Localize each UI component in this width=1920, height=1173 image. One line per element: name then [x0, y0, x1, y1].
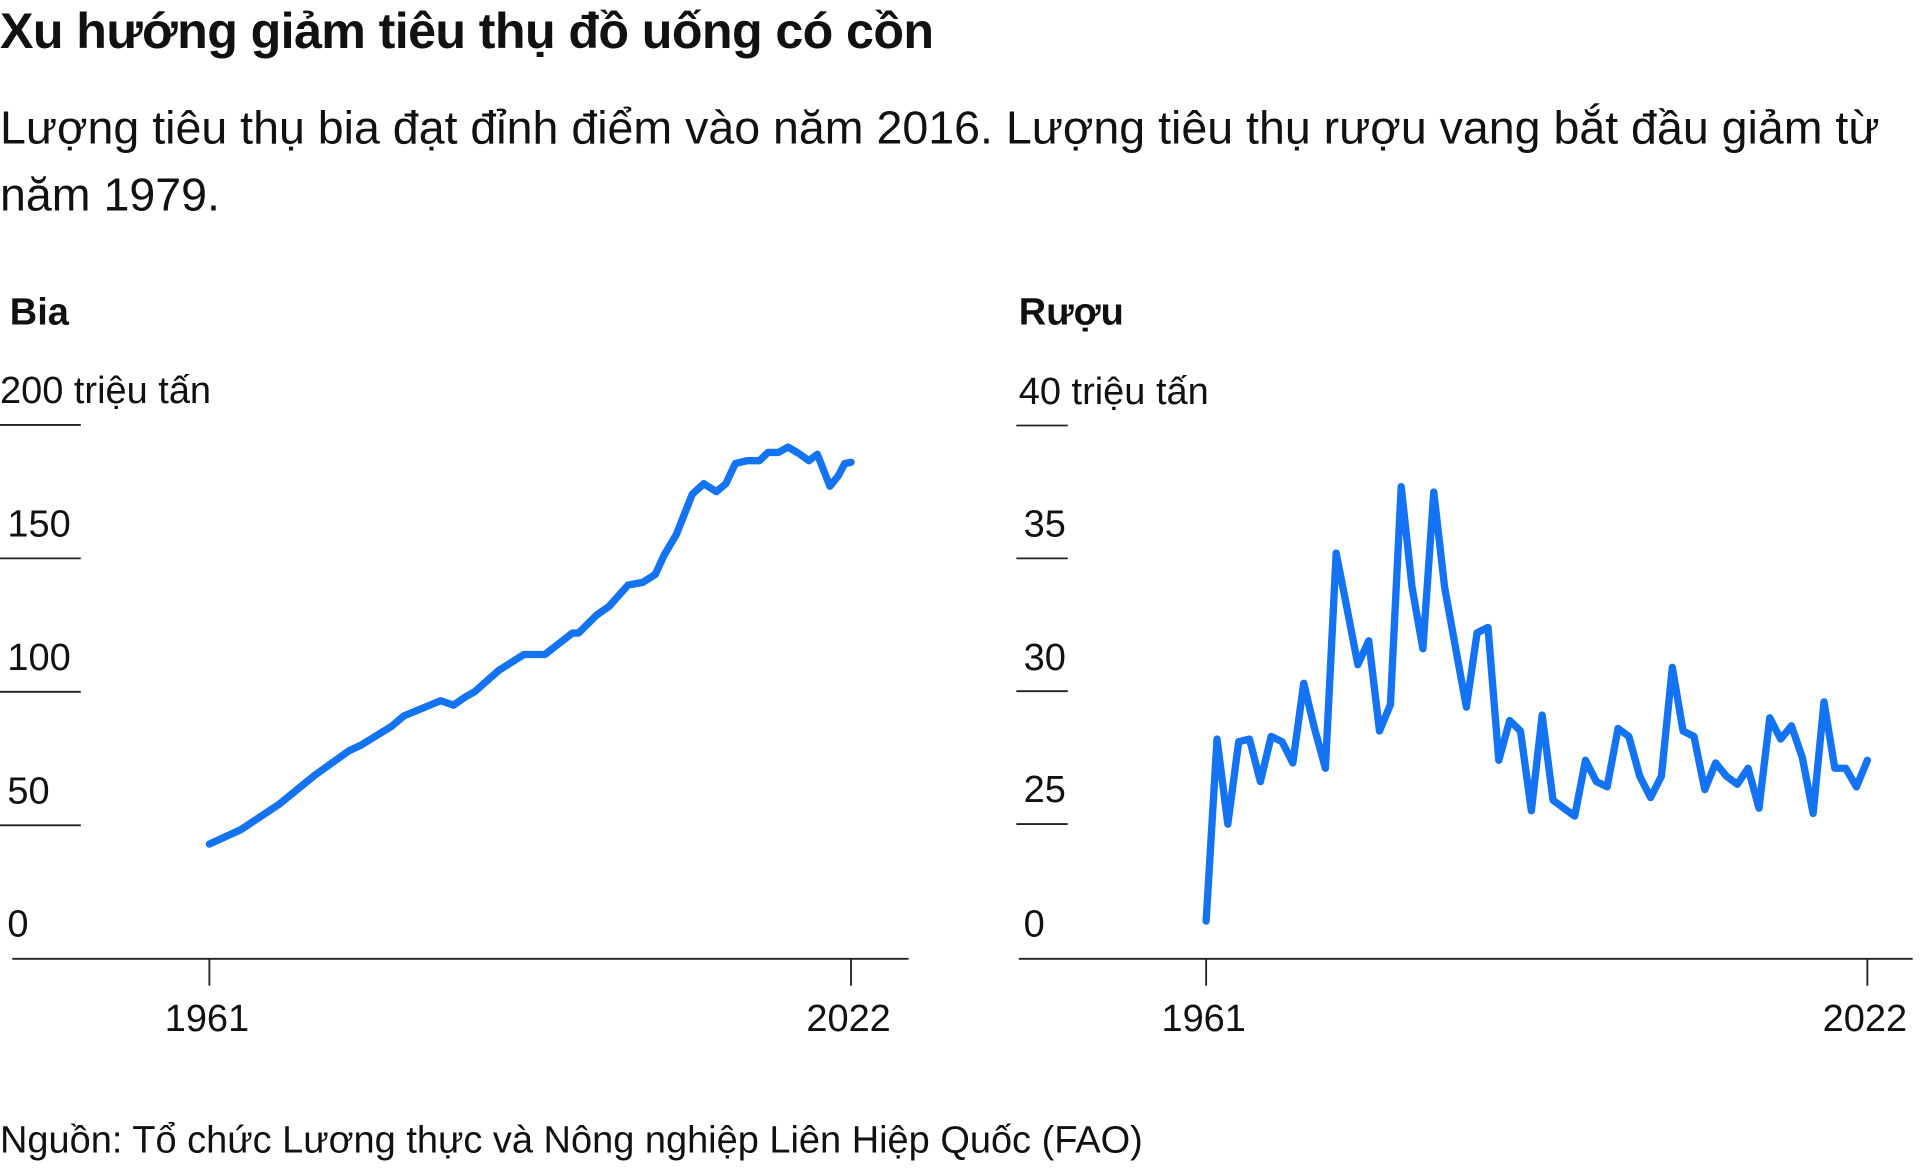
chart-title: Xu hướng giảm tiêu thụ đồ uống có cồn [0, 2, 934, 59]
wine-y-tick-label: 30 [1023, 634, 1066, 678]
beer-y-tick-label: 100 [7, 635, 71, 679]
beer-y-tick-label: 0 [7, 902, 29, 946]
wine-y-tick-label: 35 [1023, 502, 1066, 545]
wine-series-line [1202, 482, 1872, 925]
beer-y-tick-label: 50 [7, 768, 50, 812]
chart-subtitle: Lượng tiêu thụ bia đạt đỉnh điểm vào năm… [0, 102, 1880, 222]
source-note: Nguồn: Tổ chức Lương thực và Nông nghiệp… [0, 1117, 1143, 1161]
beer-panel-title: Bia [9, 290, 69, 334]
wine-panel-title: Rượu [1018, 290, 1124, 334]
beer-x-tick-label: 2022 [806, 996, 891, 1040]
beer-x-tick-label: 1961 [164, 996, 250, 1040]
wine-x-tick-label: 2022 [1822, 996, 1908, 1040]
beer-y-tick-label: 200 triệu tấn [0, 368, 212, 412]
beer-series-line [205, 443, 855, 848]
beer-y-tick-label: 150 [7, 502, 71, 545]
wine-y-tick-label: 25 [1023, 767, 1066, 811]
wine-y-tick-label: 40 triệu tấn [1018, 369, 1209, 413]
wine-x-tick-label: 1961 [1161, 996, 1246, 1040]
wine-y-tick-label: 0 [1023, 902, 1045, 946]
